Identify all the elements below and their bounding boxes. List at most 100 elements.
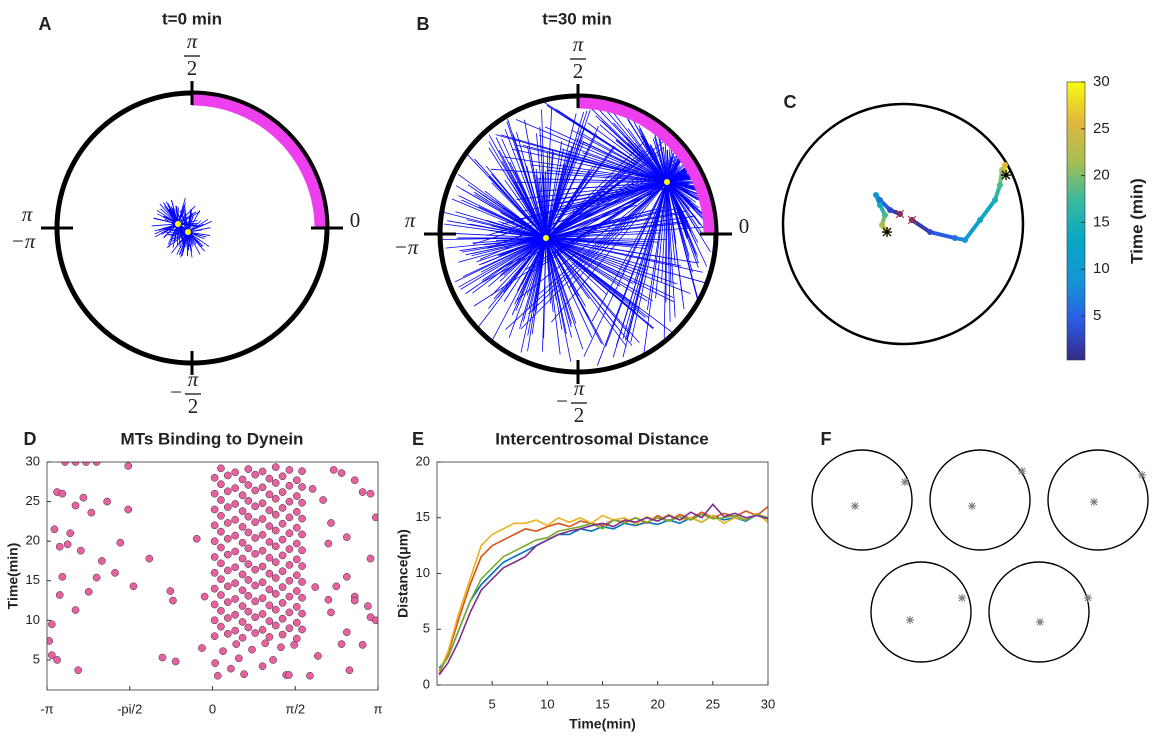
microtubule: [488, 141, 547, 239]
microtubule: [528, 181, 668, 315]
microtubule: [171, 231, 189, 254]
binding-event: [79, 493, 88, 502]
binding-event: [271, 479, 280, 487]
angle-label: π: [573, 32, 584, 56]
trajectory-point: [1002, 161, 1008, 168]
microtubule: [655, 181, 668, 299]
binding-event: [92, 462, 101, 466]
microtubule: [545, 237, 634, 275]
microtubule: [490, 168, 668, 183]
microtubule: [545, 237, 667, 240]
binding-event: [223, 534, 232, 543]
dynein-arc: [191, 94, 326, 229]
microtubule: [187, 219, 209, 233]
binding-event: [278, 567, 287, 576]
microtubule: [666, 181, 677, 244]
binding-event: [285, 545, 294, 553]
x-tick-label: 25: [706, 696, 720, 711]
binding-event: [238, 538, 247, 547]
microtubule: [474, 191, 547, 239]
trajectory-point: [876, 197, 883, 203]
microtubule: [666, 181, 689, 222]
microtubule: [184, 205, 189, 233]
binding-event: [278, 583, 287, 591]
panel-label: E: [412, 429, 424, 449]
microtubule: [544, 102, 668, 183]
binding-event: [298, 498, 306, 507]
microtubule: [520, 237, 547, 353]
colorbar: [1066, 81, 1086, 361]
binding-event: [258, 562, 267, 571]
cell: [1047, 449, 1149, 551]
dynein-arc: [577, 97, 715, 235]
microtubule: [545, 237, 633, 346]
angle-label: 2: [187, 56, 198, 80]
binding-event: [238, 491, 247, 500]
binding-event: [292, 618, 301, 627]
binding-event: [366, 554, 375, 563]
microtubule: [666, 181, 676, 265]
cell: [988, 561, 1090, 663]
microtubule: [545, 237, 674, 298]
colorbar-label: Time (min): [1127, 178, 1146, 264]
binding-event: [223, 598, 232, 606]
distance-line: [438, 512, 768, 672]
trajectory-point: [882, 212, 888, 218]
microtubule: [666, 181, 689, 238]
microtubule: [625, 136, 668, 183]
microtubule: [666, 181, 690, 257]
binding-event: [98, 557, 106, 565]
binding-event: [298, 546, 306, 555]
centrosome-star: [851, 502, 859, 510]
x-tick-label: π: [374, 701, 383, 716]
binding-event: [231, 468, 240, 477]
binding-event: [364, 602, 372, 610]
binding-event: [223, 582, 232, 591]
binding-event: [238, 633, 247, 642]
microtubule: [666, 181, 690, 185]
microtubule: [538, 177, 547, 239]
binding-event: [124, 462, 133, 470]
microtubule: [472, 237, 547, 294]
binding-event: [314, 652, 322, 660]
microtubule: [545, 237, 654, 329]
y-tick-label: 15: [26, 572, 40, 587]
microtubule: [545, 237, 572, 362]
binding-event: [337, 469, 346, 477]
microtubule: [515, 181, 668, 301]
binding-event: [55, 591, 64, 599]
binding-event: [217, 591, 225, 599]
binding-event: [278, 504, 287, 512]
binding-event: [292, 571, 301, 580]
microtubule: [538, 181, 668, 295]
colorbar-tick-label: 15: [1093, 213, 1110, 230]
binding-event: [271, 542, 280, 551]
binding-event: [166, 587, 175, 595]
binding-event: [258, 594, 267, 603]
microtubule: [545, 237, 675, 260]
binding-event: [210, 537, 219, 546]
binding-event: [337, 640, 346, 648]
binding-event: [265, 585, 274, 594]
microtubule: [162, 227, 189, 233]
centrosome-star: [1036, 618, 1044, 626]
colorbar-tick-label: 5: [1093, 307, 1101, 324]
microtubule: [538, 178, 668, 183]
cell: [870, 561, 972, 663]
microtubule: [596, 181, 668, 366]
y-axis-label: Time(min): [5, 543, 21, 610]
microtubule: [545, 215, 632, 239]
binding-event: [227, 664, 235, 673]
binding-event: [345, 666, 354, 675]
microtubule: [472, 181, 668, 245]
microtubule: [541, 109, 547, 239]
microtubule: [516, 131, 547, 239]
binding-event: [223, 471, 232, 480]
microtubule: [616, 181, 668, 346]
microtubule: [666, 181, 697, 203]
centrosome-star: [1018, 467, 1026, 475]
binding-event: [47, 637, 54, 645]
microtubule: [516, 181, 668, 200]
binding-event: [265, 490, 274, 499]
